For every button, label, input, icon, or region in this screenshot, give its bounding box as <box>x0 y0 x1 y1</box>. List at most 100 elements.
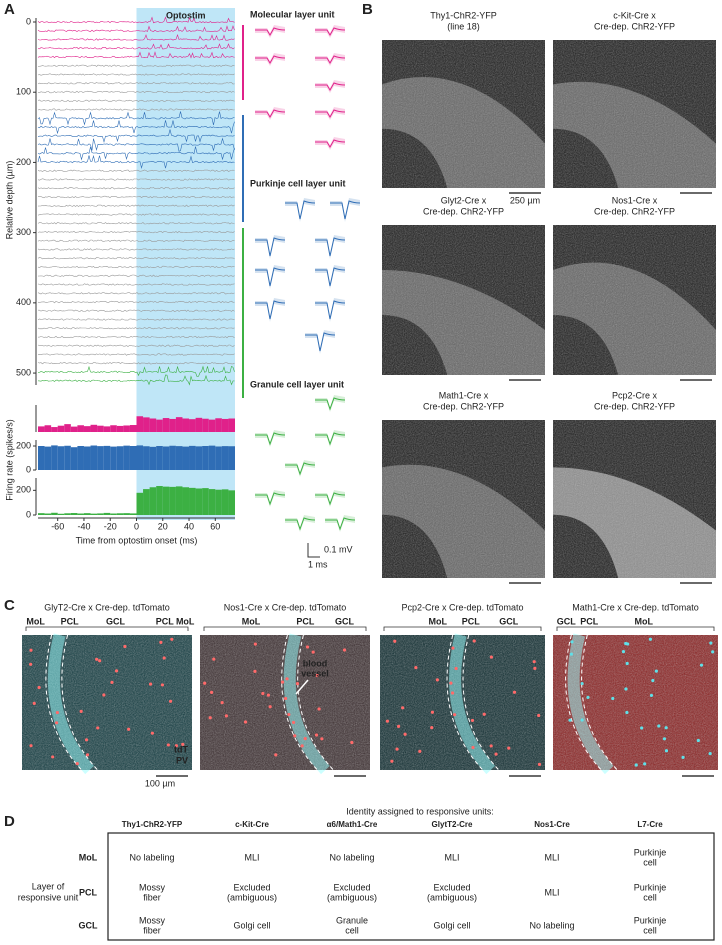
histogram-bar <box>70 513 78 515</box>
histogram-bar <box>90 424 98 432</box>
raw-trace <box>37 169 235 172</box>
cell <box>54 721 59 725</box>
table-cell: fiber <box>143 892 161 902</box>
histogram-bar <box>162 418 170 432</box>
raw-trace <box>37 154 235 169</box>
cell <box>512 690 517 694</box>
waveform <box>315 237 346 257</box>
histogram-bar <box>189 445 196 470</box>
histogram-bar <box>64 445 71 470</box>
histogram-bar <box>202 488 209 515</box>
histogram-bar <box>83 426 91 432</box>
region-label: MoL <box>242 616 261 626</box>
raw-trace <box>37 51 235 59</box>
raw-trace <box>37 64 235 67</box>
raw-trace <box>37 222 235 225</box>
raw-trace <box>37 82 235 85</box>
histogram-bar <box>123 513 130 515</box>
image-title: c-Kit-Cre x <box>613 10 656 20</box>
region-label: MoL <box>635 616 654 626</box>
cell <box>210 690 214 694</box>
cell <box>390 759 394 763</box>
image-title: Math1-Cre x Cre-dep. tdTomato <box>572 602 699 612</box>
depth-tick-label: 200 <box>16 157 31 167</box>
cell <box>649 693 654 698</box>
histogram-bar <box>149 446 157 470</box>
purkinje-layer <box>47 633 95 775</box>
cell <box>314 733 319 737</box>
histogram-bar <box>143 489 150 515</box>
table-cell: MLI <box>544 887 559 897</box>
raw-trace <box>37 108 235 111</box>
cell <box>580 681 584 686</box>
depth-tick-label: 300 <box>16 227 31 237</box>
image-title: Cre-dep. ChR2-YFP <box>594 206 675 216</box>
waveform <box>315 139 346 148</box>
raw-trace <box>37 33 235 41</box>
region-label: MoL <box>176 616 195 626</box>
cell <box>450 691 455 695</box>
cell <box>533 666 537 670</box>
hist-y-tick-label: 200 <box>16 485 31 495</box>
waveform-band <box>255 235 285 259</box>
micrograph-texture <box>382 40 545 188</box>
cell <box>403 732 407 736</box>
table-cell: fiber <box>143 925 161 935</box>
column-header: c-Kit-Cre <box>235 820 269 829</box>
hist-x-tick-label: -60 <box>51 521 64 531</box>
cell <box>110 680 114 684</box>
waveform <box>315 82 346 91</box>
cell <box>148 682 153 686</box>
histogram-bar <box>195 417 203 432</box>
histogram-bar <box>156 446 163 470</box>
hist-x-tick-label: 0 <box>134 521 139 531</box>
panel-label: C <box>4 597 15 614</box>
waveform-band <box>315 53 345 66</box>
histogram-bar <box>202 418 209 432</box>
raw-trace <box>37 265 235 269</box>
cell <box>626 642 630 646</box>
histogram-bar <box>228 446 235 470</box>
cell <box>37 685 41 690</box>
optostim-window <box>136 8 235 520</box>
waveform <box>315 267 346 287</box>
row-title: Layer of <box>32 881 65 891</box>
histogram-bar <box>136 416 144 432</box>
histogram-bar <box>129 446 137 470</box>
micrograph-texture <box>553 420 716 578</box>
raw-trace <box>37 365 235 377</box>
purkinje-layer <box>283 633 330 775</box>
cell <box>85 753 90 757</box>
raw-trace <box>37 204 235 207</box>
cell <box>280 680 285 684</box>
histogram-bar <box>175 417 183 432</box>
histogram-bar <box>77 425 84 432</box>
cell <box>102 693 106 697</box>
cell <box>482 712 486 716</box>
cell <box>709 641 713 645</box>
cell <box>160 683 165 687</box>
raw-trace <box>37 362 235 365</box>
histogram-bar <box>129 425 137 432</box>
micrograph-texture <box>22 635 192 770</box>
raw-trace <box>37 318 235 321</box>
unit-label: Granule cell layer unit <box>250 379 344 389</box>
table-cell: cell <box>643 925 657 935</box>
layer-outline <box>281 634 334 771</box>
cell <box>662 737 667 741</box>
waveform <box>315 432 346 446</box>
histogram-bar <box>175 486 183 515</box>
column-header: L7-Cre <box>637 820 663 829</box>
raw-trace <box>37 178 235 181</box>
histogram-bar <box>175 446 183 470</box>
hist-x-tick-label: 60 <box>210 521 220 531</box>
waveform-band <box>255 265 285 289</box>
micrograph-texture <box>200 635 370 770</box>
raw-trace <box>37 374 235 386</box>
cell <box>253 669 257 673</box>
waveform-band <box>255 298 285 322</box>
scale-label: 0.1 mV <box>324 544 353 554</box>
histogram-bar <box>64 513 71 515</box>
cell <box>123 644 127 649</box>
